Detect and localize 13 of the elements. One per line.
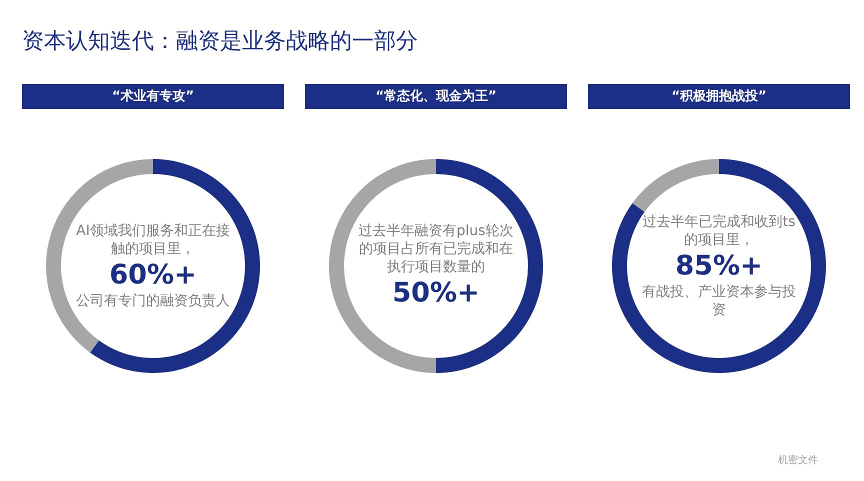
data-label: 60%+ (109, 260, 197, 290)
text: 资本认知迭代：融资是业务战略的一部分 (22, 28, 418, 56)
text: 有战投、产业资本参与投资 (642, 284, 796, 318)
text: 公司有专门的融资负责人 (76, 293, 230, 309)
data-label: 85%+ (675, 250, 763, 282)
data-label: 50%+ (392, 278, 480, 308)
chart-title: “术业有专攻” (22, 84, 284, 109)
text: AI领域我们服务和正在接触的项目里， (76, 223, 230, 257)
chart-title: “常态化、现金为王” (305, 84, 567, 109)
chart-title: “积极拥抱战投” (588, 84, 850, 109)
text: 过去半年融资有plus轮次的项目占所有已完成和在执行项目数量的 (358, 223, 514, 275)
text: 机密文件 (778, 454, 818, 467)
text: 过去半年已完成和收到ts的项目里， (642, 214, 796, 248)
